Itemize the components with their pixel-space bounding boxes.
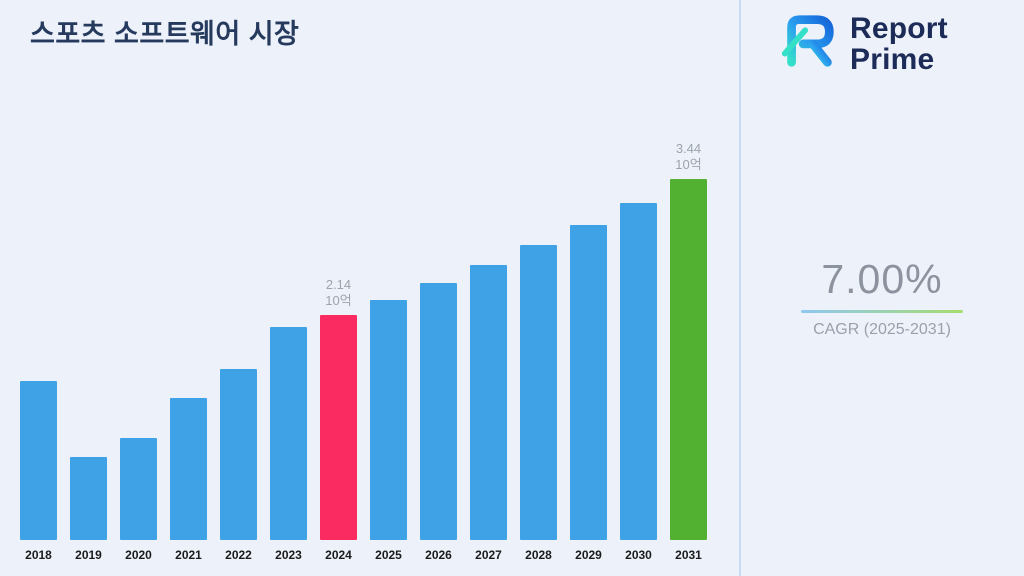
bar-2028 xyxy=(520,245,557,540)
bar-column-2019: 2019 xyxy=(70,150,107,562)
bar-2019 xyxy=(70,457,107,540)
cagr-stat-block: 7.00% CAGR (2025-2031) xyxy=(740,256,1024,339)
bar-column-2022: 2022 xyxy=(220,150,257,562)
bar-annotation-2031: 3.44 10억 xyxy=(654,141,724,173)
bar-2030 xyxy=(620,203,657,540)
bar-2020 xyxy=(120,438,157,540)
report-prime-logo-icon xyxy=(778,10,840,77)
page-title: 스포츠 소프트웨어 시장 xyxy=(30,19,300,49)
bar-2021 xyxy=(170,398,207,540)
annotation-value: 2.14 xyxy=(325,277,352,292)
x-axis-label-2031: 2031 xyxy=(675,548,702,562)
bar-2022 xyxy=(220,369,257,540)
bar-2026 xyxy=(420,283,457,540)
x-axis-label-2028: 2028 xyxy=(525,548,552,562)
bar-column-2024: 2024 2.14 10억 xyxy=(320,150,357,562)
bar-2025 xyxy=(370,300,407,540)
x-axis-label-2019: 2019 xyxy=(75,548,102,562)
cagr-underline xyxy=(801,310,963,313)
x-axis-label-2030: 2030 xyxy=(625,548,652,562)
logo-text-line1: Report xyxy=(850,11,948,45)
bar-column-2029: 2029 xyxy=(570,150,607,562)
x-axis-label-2022: 2022 xyxy=(225,548,252,562)
annotation-unit: 10억 xyxy=(325,293,352,308)
report-prime-logo-text: Report Prime xyxy=(850,13,948,75)
x-axis-label-2023: 2023 xyxy=(275,548,302,562)
cagr-label: CAGR (2025-2031) xyxy=(813,321,951,338)
x-axis-label-2024: 2024 xyxy=(325,548,352,562)
bar-column-2018: 2018 xyxy=(20,150,57,562)
bar-chart: 2018 2019 2020 2021 2022 2023 2024 2.14 10억 2025 2… xyxy=(20,141,710,562)
x-axis-label-2027: 2027 xyxy=(475,548,502,562)
bar-chart-plot-area: 2018 2019 2020 2021 2022 2023 2024 2.14 10억 2025 2… xyxy=(20,141,710,562)
bar-2027 xyxy=(470,265,507,540)
bar-2024 xyxy=(320,315,357,540)
bar-column-2031: 2031 3.44 10억 xyxy=(670,141,707,562)
bar-column-2021: 2021 xyxy=(170,150,207,562)
bar-2031 xyxy=(670,179,707,540)
bar-2029 xyxy=(570,225,607,540)
bar-column-2028: 2028 xyxy=(520,150,557,562)
logo-text-line2: Prime xyxy=(850,42,935,76)
annotation-unit: 10억 xyxy=(675,157,702,172)
x-axis-label-2025: 2025 xyxy=(375,548,402,562)
x-axis-label-2029: 2029 xyxy=(575,548,602,562)
bar-column-2023: 2023 xyxy=(270,150,307,562)
bar-column-2027: 2027 xyxy=(470,150,507,562)
cagr-value: 7.00% xyxy=(821,256,943,302)
bar-column-2020: 2020 xyxy=(120,150,157,562)
bar-column-2025: 2025 xyxy=(370,150,407,562)
annotation-value: 3.44 xyxy=(675,141,702,156)
bar-column-2026: 2026 xyxy=(420,150,457,562)
bar-column-2030: 2030 xyxy=(620,150,657,562)
x-axis-label-2018: 2018 xyxy=(25,548,52,562)
x-axis-label-2020: 2020 xyxy=(125,548,152,562)
x-axis-label-2021: 2021 xyxy=(175,548,202,562)
bar-annotation-2024: 2.14 10억 xyxy=(304,277,374,309)
vertical-divider xyxy=(739,0,741,576)
x-axis-label-2026: 2026 xyxy=(425,548,452,562)
bar-2018 xyxy=(20,381,57,540)
bar-2023 xyxy=(270,327,307,540)
report-prime-logo: Report Prime xyxy=(778,10,948,77)
